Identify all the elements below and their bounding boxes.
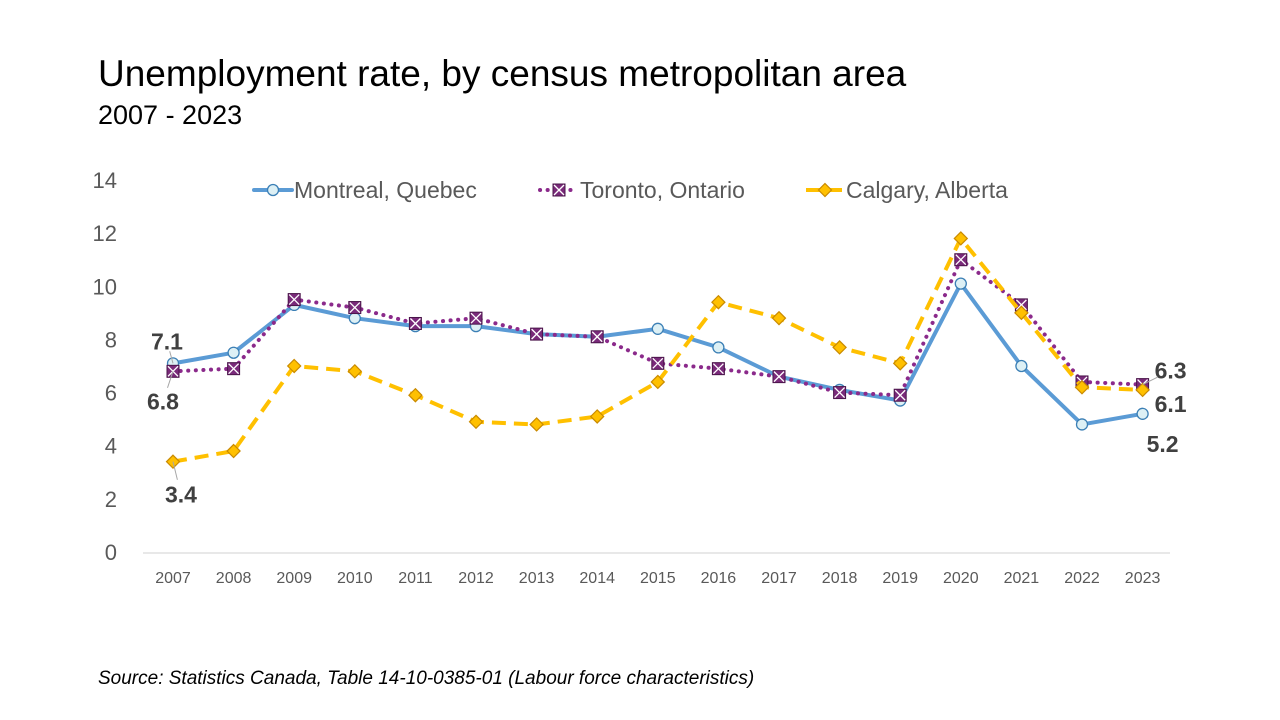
x-tick-label: 2023 [1125, 570, 1161, 587]
series-line [171, 281, 1145, 427]
data-label: 6.3 [1155, 358, 1187, 384]
legend: Montreal, Quebec Toronto, Ontario Calgary,… [252, 177, 1008, 203]
legend-item-calgary-alberta: Calgary, Alberta [806, 177, 1008, 203]
data-label: 5.2 [1147, 431, 1179, 457]
x-tick-label: 2018 [822, 570, 858, 587]
legend-marker [817, 182, 833, 198]
legend-label: Calgary, Alberta [846, 177, 1008, 203]
label-leader-line [172, 461, 178, 480]
data-point [712, 341, 725, 354]
series-calgary-alberta [165, 231, 1150, 470]
x-tick-label: 2008 [216, 570, 252, 587]
legend-item-toronto-ontario: Toronto, Ontario [538, 177, 745, 203]
data-point [832, 340, 847, 355]
y-tick-label: 8 [105, 327, 117, 352]
y-tick-label: 4 [105, 434, 117, 459]
data-point [953, 231, 969, 246]
data-point [287, 293, 301, 307]
data-point [711, 362, 725, 376]
label-leader-line [1142, 376, 1159, 386]
source-note: Source: Statistics Canada, Table 14-10-0… [98, 668, 755, 689]
data-label: 6.8 [147, 388, 179, 414]
series-montreal-quebec [166, 277, 1149, 431]
data-point [589, 409, 605, 424]
x-tick-label: 2016 [701, 570, 737, 587]
x-tick-label: 2017 [761, 570, 797, 587]
data-point [1136, 407, 1149, 420]
data-point [1135, 382, 1150, 398]
data-point [651, 322, 664, 335]
data-point [347, 363, 363, 379]
data-label: 3.4 [165, 482, 197, 508]
data-point [650, 374, 666, 390]
legend-marker [266, 183, 280, 197]
y-tick-label: 14 [93, 168, 117, 193]
x-tick-label: 2011 [398, 570, 433, 587]
data-point [408, 387, 423, 403]
legend-item-montreal-quebec: Montreal, Quebec [252, 177, 477, 203]
data-label: 6.1 [1155, 391, 1187, 417]
data-point [1014, 298, 1028, 312]
data-point [1015, 359, 1028, 373]
series-toronto-ontario [166, 253, 1150, 402]
legend-label: Montreal, Quebec [294, 177, 477, 203]
x-tick-label: 2009 [276, 570, 312, 587]
x-tick-label: 2020 [943, 570, 979, 587]
y-tick-label: 12 [93, 221, 117, 246]
data-point [1075, 418, 1089, 431]
y-tick-label: 6 [105, 381, 117, 406]
data-point [227, 346, 240, 359]
data-point [348, 301, 362, 315]
label-leader-line [167, 371, 174, 388]
data-point [711, 294, 726, 310]
data-point [469, 311, 483, 325]
x-tick-label: 2022 [1064, 570, 1100, 587]
data-point [468, 414, 484, 430]
x-tick-label: 2014 [579, 570, 615, 587]
y-tick-label: 10 [93, 274, 117, 299]
legend-marker [552, 183, 566, 197]
x-tick-label: 2019 [882, 570, 918, 587]
data-point [771, 310, 787, 326]
legend-label: Toronto, Ontario [580, 177, 745, 203]
data-point [954, 277, 967, 290]
data-point [530, 327, 544, 341]
data-point [833, 386, 847, 400]
chart-subtitle: 2007 - 2023 [98, 100, 243, 130]
y-axis: 0 2 4 6 8 10 12 14 [93, 168, 117, 565]
data-point [227, 362, 241, 376]
data-point [226, 443, 241, 459]
x-tick-label: 2007 [155, 570, 191, 587]
y-tick-label: 0 [105, 540, 117, 565]
series-layer [165, 231, 1150, 470]
x-tick-label: 2015 [640, 570, 676, 587]
x-tick-label: 2012 [458, 570, 494, 587]
data-point [892, 355, 908, 371]
y-tick-label: 2 [105, 487, 117, 512]
x-tick-label: 2013 [519, 570, 555, 587]
data-point [529, 417, 544, 432]
data-point [954, 253, 968, 267]
data-point [893, 388, 907, 402]
x-tick-label: 2010 [337, 570, 373, 587]
data-point [590, 330, 604, 344]
data-labels: 7.1 6.8 3.4 6.3 6.1 5.2 [147, 328, 1187, 507]
data-point [408, 316, 422, 330]
data-point [1014, 305, 1029, 321]
data-point [772, 370, 786, 384]
data-point [1074, 379, 1090, 395]
series-line [172, 236, 1143, 464]
data-label: 7.1 [151, 328, 183, 354]
x-axis: 2007 2008 2009 2010 2011 2012 2013 2014 2015 2016… [143, 552, 1170, 587]
x-tick-label: 2021 [1004, 570, 1040, 587]
data-point [651, 356, 665, 370]
label-leader-line [169, 351, 174, 364]
data-point [348, 312, 361, 325]
data-point [286, 358, 302, 374]
chart-title: Unemployment rate, by census metropolita… [98, 53, 907, 94]
